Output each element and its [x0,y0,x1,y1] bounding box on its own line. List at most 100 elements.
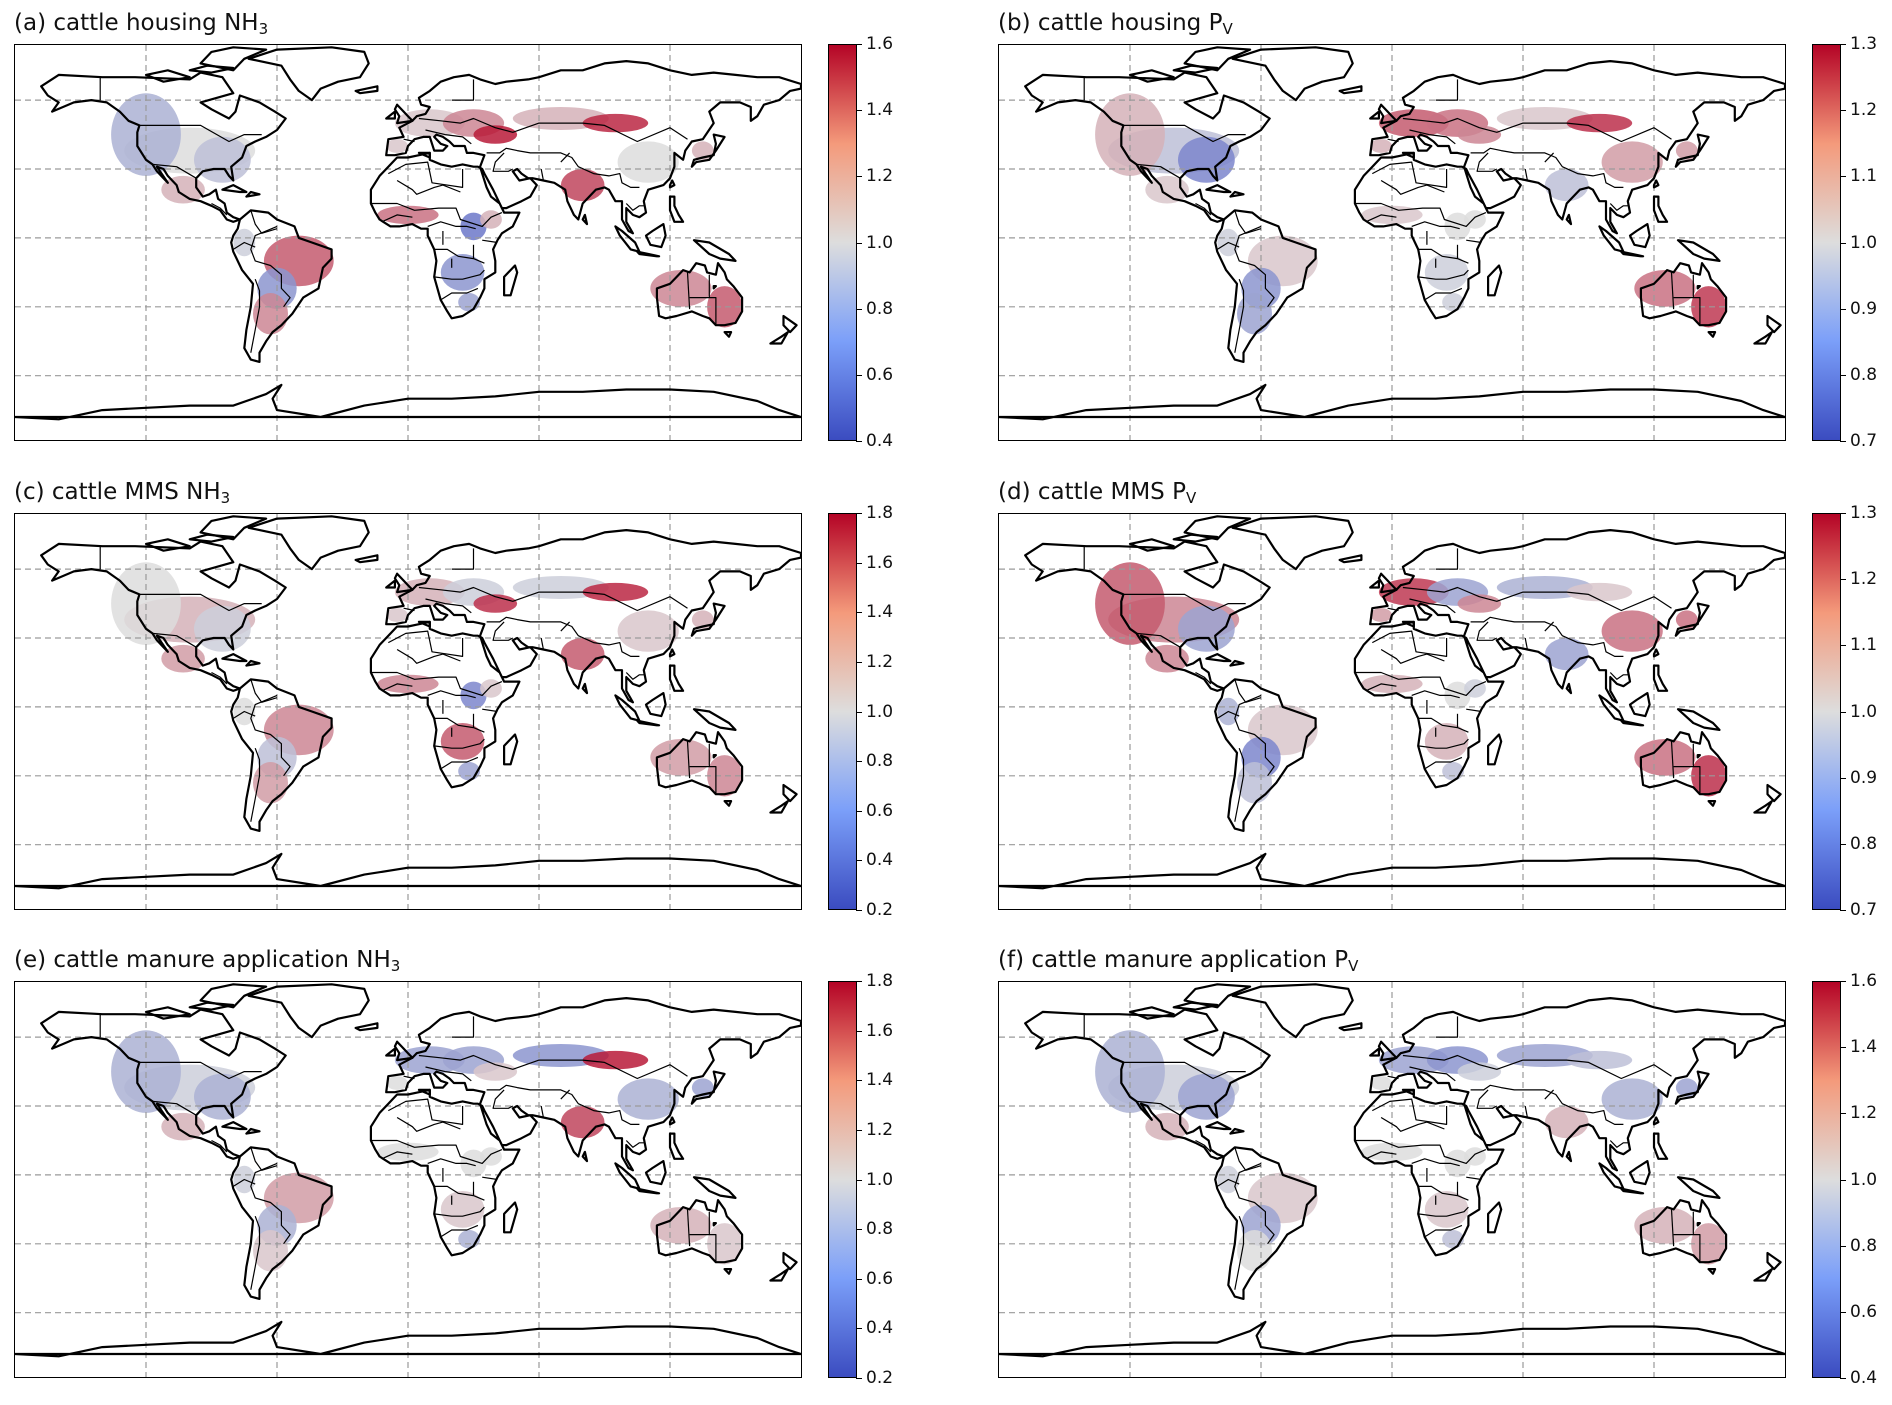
country-border [708,743,717,795]
panel-e: (e) cattle manure application NH3 1.8 1.… [0,937,946,1405]
landmass [615,1163,640,1189]
coastline [1639,1199,1728,1264]
coastline [668,195,685,223]
coastlines [15,983,801,1358]
country-border [1372,1098,1448,1125]
country-border [540,168,544,181]
country-border [1234,225,1275,308]
coastline [1353,529,1785,789]
world-map [998,513,1786,910]
landmass [15,853,801,889]
country-border [434,717,485,733]
country-border [1470,147,1624,188]
coastline [245,1127,261,1135]
world-map [14,513,802,910]
ratio-cell [161,1112,205,1141]
country-border [370,1139,503,1164]
ratio-cell [1361,674,1423,694]
coastline [1338,85,1363,95]
ratio-cell [1566,1050,1633,1070]
coastline [1676,1176,1721,1199]
country-border [482,708,498,713]
country-border [1418,1206,1469,1217]
coastline [1652,1132,1669,1160]
graticule [15,514,801,909]
coastline [230,678,333,832]
coastline [712,285,717,290]
landmass [1654,665,1668,691]
ratio-cell [1361,1142,1423,1162]
coastline [644,692,667,718]
coastline [723,1268,733,1275]
panel-title: (d) cattle MMS PV [998,479,1196,507]
coastline [15,852,801,890]
coastline [1674,133,1710,168]
landmass [1488,1202,1502,1233]
graticule [15,45,801,440]
country-border [451,79,475,101]
coastline [1377,103,1398,125]
ratio-cell [253,1230,288,1272]
coastline [690,133,726,168]
coastline [1565,213,1573,226]
country-border [427,690,476,699]
country-border [1524,168,1528,181]
coastline [1487,1201,1503,1234]
coastline [636,719,661,727]
ratio-cell [1566,113,1633,133]
coastline [354,1022,379,1032]
coastline [723,800,733,807]
country-border [211,1139,228,1153]
ratio-cell [691,141,714,160]
country-border [1380,179,1445,195]
country-border [1424,1224,1463,1238]
coastline [144,69,191,83]
coastline [354,554,379,564]
ratio-cell [386,1076,408,1090]
country-border [139,593,262,612]
country-border [1234,210,1262,234]
country-border [1234,1147,1262,1171]
ratio-field [111,1030,743,1272]
country-border [492,621,514,641]
ratio-cell [1237,293,1272,335]
coastline [1183,46,1252,72]
ratio-cell [1237,1230,1272,1272]
colorbar [828,981,857,1378]
coastline [1205,1121,1232,1131]
coastline [644,1160,667,1186]
coastline [769,331,789,345]
country-border [250,225,291,308]
ratio-cell [386,139,408,153]
colorbar [828,513,857,910]
coastline [221,184,248,194]
country-border [1524,637,1528,650]
ratio-cell [1370,139,1392,153]
coastline [245,659,261,667]
country-border [250,1162,291,1245]
coastline [1620,250,1645,258]
coastline [1377,572,1398,594]
landmass [1678,240,1720,261]
country-border [1466,708,1482,713]
coastline [1214,1146,1317,1300]
coastline [668,648,676,658]
country-border [1234,694,1275,777]
coastline [1024,71,1271,223]
ratio-field [1095,1030,1727,1272]
landmass [1370,1048,1379,1056]
coastline [1183,515,1252,541]
country-border [1234,278,1245,353]
country-borders [1083,77,1701,353]
landmass [200,47,267,71]
coastline [782,783,798,803]
colorbar-ticks: 1.6 1.4 1.2 1.0 0.8 0.6 0.4 [1840,971,1878,1388]
country-border [1418,717,1469,733]
coastline [999,1320,1785,1358]
country-border [1692,1211,1701,1263]
landmass [670,1133,684,1159]
coastline [188,1001,235,1011]
country-border [440,756,479,770]
title-text: (c) cattle MMS NH [14,479,221,505]
coastline [1620,1187,1645,1195]
